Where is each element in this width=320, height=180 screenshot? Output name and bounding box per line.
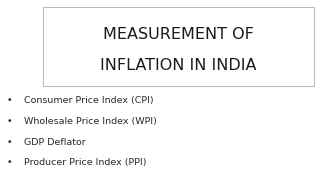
Text: Producer Price Index (PPI): Producer Price Index (PPI) xyxy=(24,158,147,167)
Text: INFLATION IN INDIA: INFLATION IN INDIA xyxy=(100,58,257,73)
Text: •: • xyxy=(6,158,12,167)
Text: GDP Deflator: GDP Deflator xyxy=(24,138,86,147)
FancyBboxPatch shape xyxy=(43,7,314,86)
Text: •: • xyxy=(6,138,12,147)
Text: •: • xyxy=(6,96,12,105)
Text: Consumer Price Index (CPI): Consumer Price Index (CPI) xyxy=(24,96,154,105)
Text: Wholesale Price Index (WPI): Wholesale Price Index (WPI) xyxy=(24,117,157,126)
Text: •: • xyxy=(6,117,12,126)
Text: MEASUREMENT OF: MEASUREMENT OF xyxy=(103,27,254,42)
